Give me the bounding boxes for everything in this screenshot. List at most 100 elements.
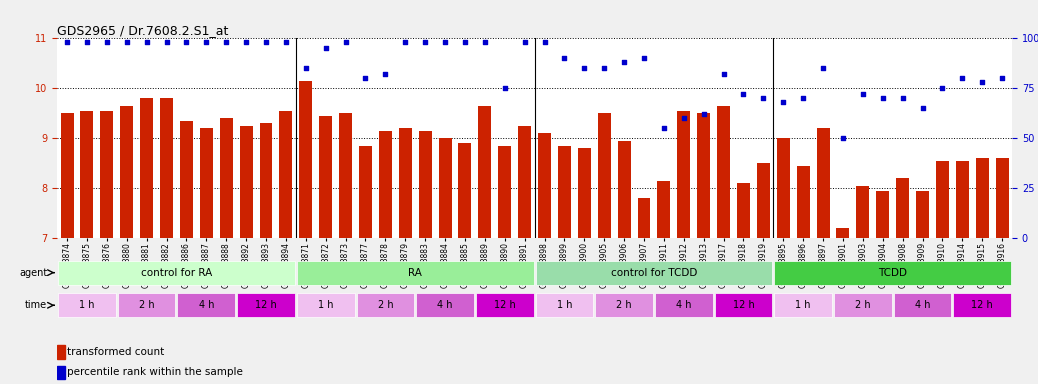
Bar: [976, 158, 988, 238]
FancyBboxPatch shape: [595, 293, 653, 317]
Bar: [498, 146, 511, 238]
Bar: [240, 126, 252, 238]
Point: [257, 39, 274, 45]
Point: [476, 39, 493, 45]
Bar: [279, 111, 293, 238]
Bar: [359, 146, 372, 238]
Bar: [558, 146, 571, 238]
Point: [179, 39, 195, 45]
Text: RA: RA: [408, 268, 422, 278]
Point: [318, 45, 334, 51]
Bar: [518, 126, 531, 238]
Text: 12 h: 12 h: [494, 300, 516, 310]
Bar: [876, 190, 890, 238]
Bar: [220, 118, 233, 238]
Point: [277, 39, 294, 45]
Bar: [120, 106, 133, 238]
Point: [59, 39, 76, 45]
Text: agent: agent: [19, 268, 47, 278]
Point: [516, 39, 532, 45]
FancyBboxPatch shape: [475, 293, 534, 317]
Bar: [140, 98, 153, 238]
FancyBboxPatch shape: [58, 260, 295, 285]
Bar: [418, 131, 432, 238]
Bar: [60, 113, 74, 238]
Bar: [797, 166, 810, 238]
Text: transformed count: transformed count: [67, 347, 165, 357]
Point: [755, 95, 771, 101]
Bar: [637, 198, 651, 238]
Point: [815, 65, 831, 71]
Point: [775, 99, 792, 105]
Bar: [598, 113, 610, 238]
Bar: [776, 138, 790, 238]
Point: [218, 39, 235, 45]
Text: 2 h: 2 h: [139, 300, 155, 310]
FancyBboxPatch shape: [774, 260, 1011, 285]
Text: 2 h: 2 h: [855, 300, 871, 310]
Point: [457, 39, 473, 45]
FancyBboxPatch shape: [58, 293, 116, 317]
Point: [437, 39, 454, 45]
Bar: [260, 123, 272, 238]
Point: [596, 65, 612, 71]
Text: 4 h: 4 h: [198, 300, 214, 310]
Point: [138, 39, 155, 45]
Point: [854, 91, 871, 98]
Bar: [657, 180, 671, 238]
Point: [417, 39, 434, 45]
Bar: [299, 81, 312, 238]
Point: [695, 111, 712, 118]
Bar: [995, 158, 1009, 238]
Text: 1 h: 1 h: [318, 300, 333, 310]
Point: [974, 79, 990, 85]
Text: GDS2965 / Dr.7608.2.S1_at: GDS2965 / Dr.7608.2.S1_at: [57, 24, 228, 37]
Point: [895, 95, 911, 101]
Bar: [817, 128, 829, 238]
Bar: [737, 183, 749, 238]
Text: 12 h: 12 h: [972, 300, 993, 310]
Point: [676, 115, 692, 121]
FancyBboxPatch shape: [416, 293, 474, 317]
Point: [635, 55, 652, 61]
Text: 2 h: 2 h: [378, 300, 393, 310]
Bar: [57, 345, 64, 359]
Point: [496, 85, 513, 91]
Point: [556, 55, 573, 61]
Text: time: time: [25, 300, 47, 310]
FancyBboxPatch shape: [536, 260, 772, 285]
Bar: [578, 148, 591, 238]
Bar: [678, 111, 690, 238]
Text: 1 h: 1 h: [795, 300, 811, 310]
Bar: [837, 228, 849, 238]
Text: control for TCDD: control for TCDD: [610, 268, 698, 278]
Bar: [698, 113, 710, 238]
Bar: [538, 133, 551, 238]
FancyBboxPatch shape: [356, 293, 414, 317]
Bar: [917, 190, 929, 238]
Text: 1 h: 1 h: [79, 300, 94, 310]
Point: [79, 39, 95, 45]
Bar: [439, 138, 452, 238]
Bar: [180, 121, 193, 238]
Point: [954, 75, 971, 81]
Point: [198, 39, 215, 45]
Bar: [81, 111, 93, 238]
Point: [715, 71, 732, 78]
Text: 4 h: 4 h: [914, 300, 930, 310]
FancyBboxPatch shape: [237, 293, 295, 317]
Bar: [956, 161, 968, 238]
Text: control for RA: control for RA: [141, 268, 212, 278]
FancyBboxPatch shape: [894, 293, 952, 317]
FancyBboxPatch shape: [297, 260, 534, 285]
Point: [934, 85, 951, 91]
Point: [735, 91, 752, 98]
Point: [835, 135, 851, 141]
Bar: [379, 131, 391, 238]
Text: 4 h: 4 h: [676, 300, 691, 310]
FancyBboxPatch shape: [536, 293, 594, 317]
FancyBboxPatch shape: [953, 293, 1011, 317]
FancyBboxPatch shape: [714, 293, 772, 317]
Point: [914, 105, 931, 111]
Bar: [399, 128, 412, 238]
